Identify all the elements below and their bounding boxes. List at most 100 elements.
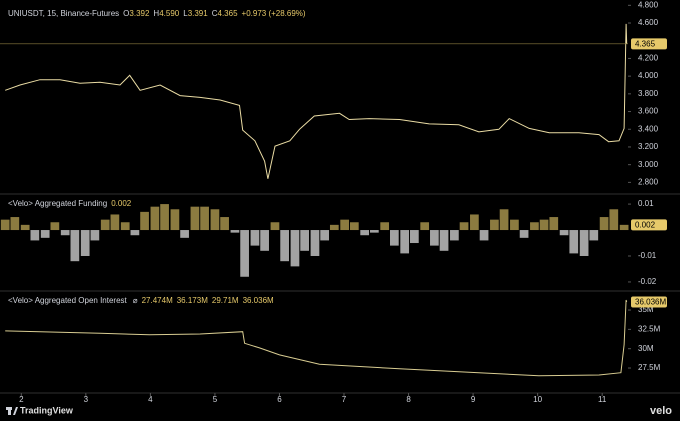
funding-bar [270,222,280,231]
funding-bar [210,209,220,231]
x-tick-label: 9 [471,395,476,404]
funding-bar [140,211,149,231]
ohlc-key: C [212,9,218,18]
last-value-tag [631,296,667,308]
funding-bar [200,206,209,231]
ohlc-value: 3.392 [129,9,150,18]
funding-bar [170,209,180,231]
ohlc-key: L [183,9,188,18]
x-tick-label: 7 [342,395,347,404]
last-value-label: 0.002 [635,220,656,229]
funding-bar [50,222,60,231]
funding-bar [290,230,300,267]
oi-value: 29.71M [212,296,239,305]
funding-bar [599,217,609,231]
y-tick-label: 4.800 [638,0,659,9]
x-tick-label: 11 [598,395,607,404]
funding-bar [340,219,350,231]
y-tick-label: 3.000 [638,160,659,169]
funding-bar [609,209,619,231]
funding-bar [120,222,130,231]
x-tick-label: 5 [213,395,218,404]
funding-bar [30,230,40,241]
funding-bar [250,230,260,246]
funding-bar [130,230,140,236]
funding-bar [150,206,160,231]
funding-value: 0.002 [111,199,132,208]
brand-left: TradingView [20,405,74,415]
funding-bar [499,209,509,231]
y-tick-label: 4.600 [638,18,659,27]
funding-bar [510,219,519,231]
funding-bar [569,230,579,254]
y-tick-label: -0.01 [638,251,657,260]
funding-bar [360,230,370,236]
funding-bar [10,217,20,231]
y-tick-label: 3.400 [638,124,659,133]
oi-symbol: ⌀ [133,296,138,305]
funding-bar [90,230,100,241]
pane-title: <Velo> Aggregated Funding [8,199,107,208]
funding-bar [349,222,359,231]
funding-bar [329,224,339,231]
funding-bar [389,230,399,246]
funding-bar [230,230,240,233]
funding-bar [310,230,320,256]
tv-logo [6,407,18,415]
funding-bar [549,217,559,231]
funding-bar [260,230,269,251]
funding-bar [160,204,169,231]
funding-bar [320,230,330,241]
y-tick-label: 3.800 [638,89,659,98]
funding-bar [430,230,439,246]
x-tick-label: 4 [148,395,153,404]
funding-bar [619,224,629,231]
ohlc-key: H [153,9,159,18]
funding-bar [369,230,379,233]
y-tick-label: 3.200 [638,142,659,151]
funding-bar [579,230,589,256]
ohlc-value: 3.391 [188,9,209,18]
x-tick-label: 10 [533,395,542,404]
pane-header: UNIUSDT, 15, Binance-Futures O3.392 H4.590… [8,9,306,18]
funding-bar [519,230,529,238]
funding-bar [470,214,479,231]
last-value-label: 4.365 [635,39,656,48]
funding-bar [110,214,120,231]
funding-bar [0,219,10,231]
last-value-label: 36.036M [635,298,666,307]
funding-bar [420,222,430,231]
funding-bar [589,230,599,241]
funding-bar [100,219,110,231]
price-change: +0.973 (+28.69%) [242,9,306,18]
funding-bar [20,224,30,231]
pane-title: <Velo> Aggregated Open Interest [8,296,128,305]
funding-bar [490,219,499,231]
funding-bar [539,219,549,231]
funding-bar [220,217,229,231]
oi-value: 27.474M [142,296,173,305]
series-line [5,23,628,179]
y-tick-label: 32.5M [638,324,661,333]
funding-bar [240,230,249,277]
x-tick-label: 3 [84,395,89,404]
y-tick-label: -0.02 [638,277,657,286]
x-tick-label: 8 [406,395,411,404]
last-value-tag [631,219,667,231]
pane-title: UNIUSDT, 15, Binance-Futures [8,9,119,18]
y-tick-label: 3.600 [638,107,659,116]
y-tick-label: 30M [638,344,654,353]
y-tick-label: 0.01 [638,199,654,208]
funding-bar [180,230,189,238]
x-tick-label: 2 [19,395,24,404]
ohlc-value: 4.365 [218,9,239,18]
oi-value: 36.036M [243,296,274,305]
funding-bar [80,230,90,256]
y-tick-label: 35M [638,305,654,314]
y-tick-label: 2.800 [638,177,659,186]
y-tick-label: 4.200 [638,54,659,63]
funding-bar [439,230,449,251]
last-value-tag [631,38,667,50]
y-tick-label: 27.5M [638,363,661,372]
